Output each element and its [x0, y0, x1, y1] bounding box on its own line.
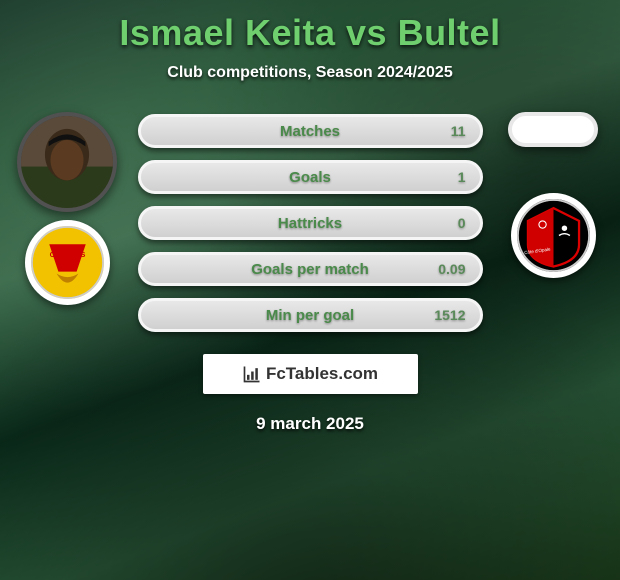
- svg-text:ORLEANS: ORLEANS: [49, 250, 85, 259]
- stat-row: Hattricks 0: [138, 206, 483, 240]
- page-title: Ismael Keita vs Bultel: [0, 0, 620, 54]
- svg-text:LOIRET: LOIRET: [59, 262, 76, 267]
- comparison-panel: ORLEANS LOIRET Matches 11 Goals 1 Hattri…: [0, 112, 620, 332]
- player-right-club-badge: Côte d'Opale: [511, 193, 596, 278]
- stat-row: Goals per match 0.09: [138, 252, 483, 286]
- stat-row: Matches 11: [138, 114, 483, 148]
- stats-list: Matches 11 Goals 1 Hattricks 0 Goals per…: [138, 112, 483, 332]
- date-label: 9 march 2025: [0, 414, 620, 434]
- player-left-club-badge: ORLEANS LOIRET: [25, 220, 110, 305]
- brand-prefix: Fc: [266, 364, 286, 383]
- stat-value-right: 11: [451, 123, 466, 139]
- stat-value-right: 1512: [434, 307, 465, 323]
- stat-value-right: 1: [458, 169, 466, 185]
- right-player-column: Côte d'Opale: [501, 112, 606, 278]
- stat-value-right: 0: [458, 215, 466, 231]
- brand-logo: FcTables.com: [203, 354, 418, 394]
- subtitle: Club competitions, Season 2024/2025: [0, 64, 620, 82]
- stat-label: Matches: [280, 123, 340, 140]
- brand-suffix: Tables.com: [286, 364, 378, 383]
- player-right-avatar: [508, 112, 598, 147]
- stat-label: Goals: [289, 169, 331, 186]
- left-player-column: ORLEANS LOIRET: [15, 112, 120, 305]
- stat-row: Goals 1: [138, 160, 483, 194]
- chart-icon: [242, 364, 262, 384]
- stat-label: Hattricks: [278, 215, 342, 232]
- player-left-avatar: [17, 112, 117, 212]
- stat-label: Goals per match: [251, 261, 369, 278]
- stat-row: Min per goal 1512: [138, 298, 483, 332]
- stat-label: Min per goal: [266, 307, 354, 324]
- stat-value-right: 0.09: [438, 261, 465, 277]
